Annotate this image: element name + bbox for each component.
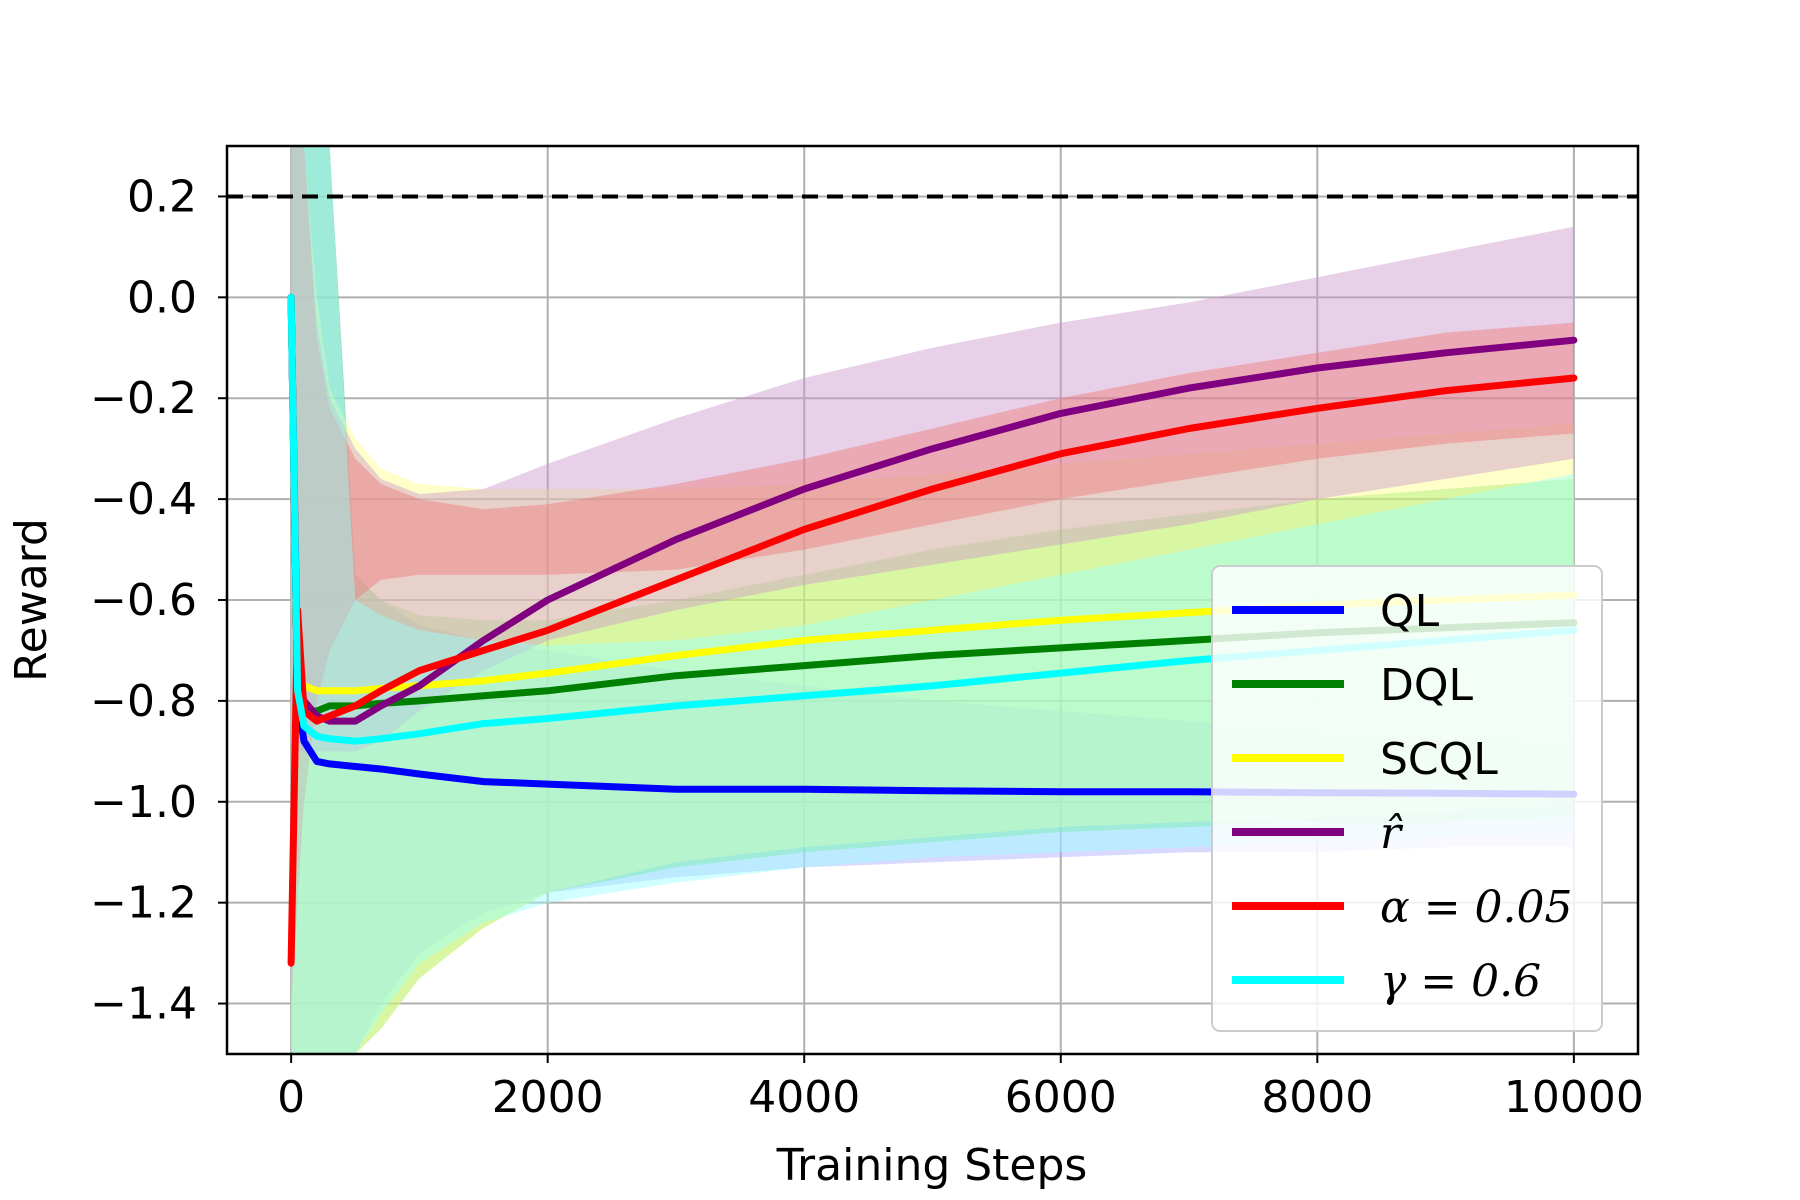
series-line-0 [287, 293, 1578, 798]
x-axis-label: Training Steps [776, 1140, 1088, 1191]
band-2 [291, 146, 1574, 1054]
y-tick-label-2: −0.2 [90, 373, 197, 424]
x-tick-label-5: 10000 [1504, 1072, 1644, 1123]
x-axis-ticks: 0 2000 4000 6000 8000 10000 [277, 1054, 1644, 1123]
y-tick-label-8: −1.4 [90, 979, 197, 1030]
y-axis-label: Reward [6, 518, 57, 682]
x-tick-label-0: 0 [277, 1072, 305, 1123]
legend: QL DQL SCQL r̂ α = 0.05 γ = 0.6 [1211, 565, 1603, 1032]
x-tick-label-2: 4000 [748, 1072, 860, 1123]
band-1 [291, 146, 1574, 1054]
series-line-4 [287, 374, 1578, 967]
legend-label-5: γ = 0.6 [1380, 956, 1541, 1007]
y-tick-label-5: −0.8 [90, 676, 197, 727]
y-tick-label-7: −1.2 [90, 878, 197, 929]
y-axis-ticks: 0.2 0.0 −0.2 −0.4 −0.6 −0.8 −1.0 −1.2 −1.4 [90, 171, 227, 1030]
y-tick-label-0: 0.2 [127, 171, 197, 222]
band-4 [291, 146, 1574, 1004]
series-line-3 [287, 293, 1578, 725]
x-tick-label-1: 2000 [492, 1072, 604, 1123]
legend-label-2: SCQL [1380, 734, 1498, 785]
legend-label-4: α = 0.05 [1380, 882, 1573, 933]
y-tick-label-3: −0.4 [90, 474, 197, 525]
series-line-2 [287, 293, 1578, 695]
legend-label-0: QL [1380, 586, 1440, 637]
y-tick-label-6: −1.0 [90, 777, 197, 828]
y-tick-label-4: −0.6 [90, 575, 197, 626]
series-line-5 [287, 293, 1578, 745]
y-tick-label-1: 0.0 [127, 272, 197, 323]
x-tick-label-3: 6000 [1005, 1072, 1117, 1123]
legend-label-1: DQL [1380, 660, 1474, 711]
x-tick-label-4: 8000 [1261, 1072, 1373, 1123]
legend-label-3: r̂ [1380, 808, 1404, 859]
series-lines [287, 293, 1578, 967]
